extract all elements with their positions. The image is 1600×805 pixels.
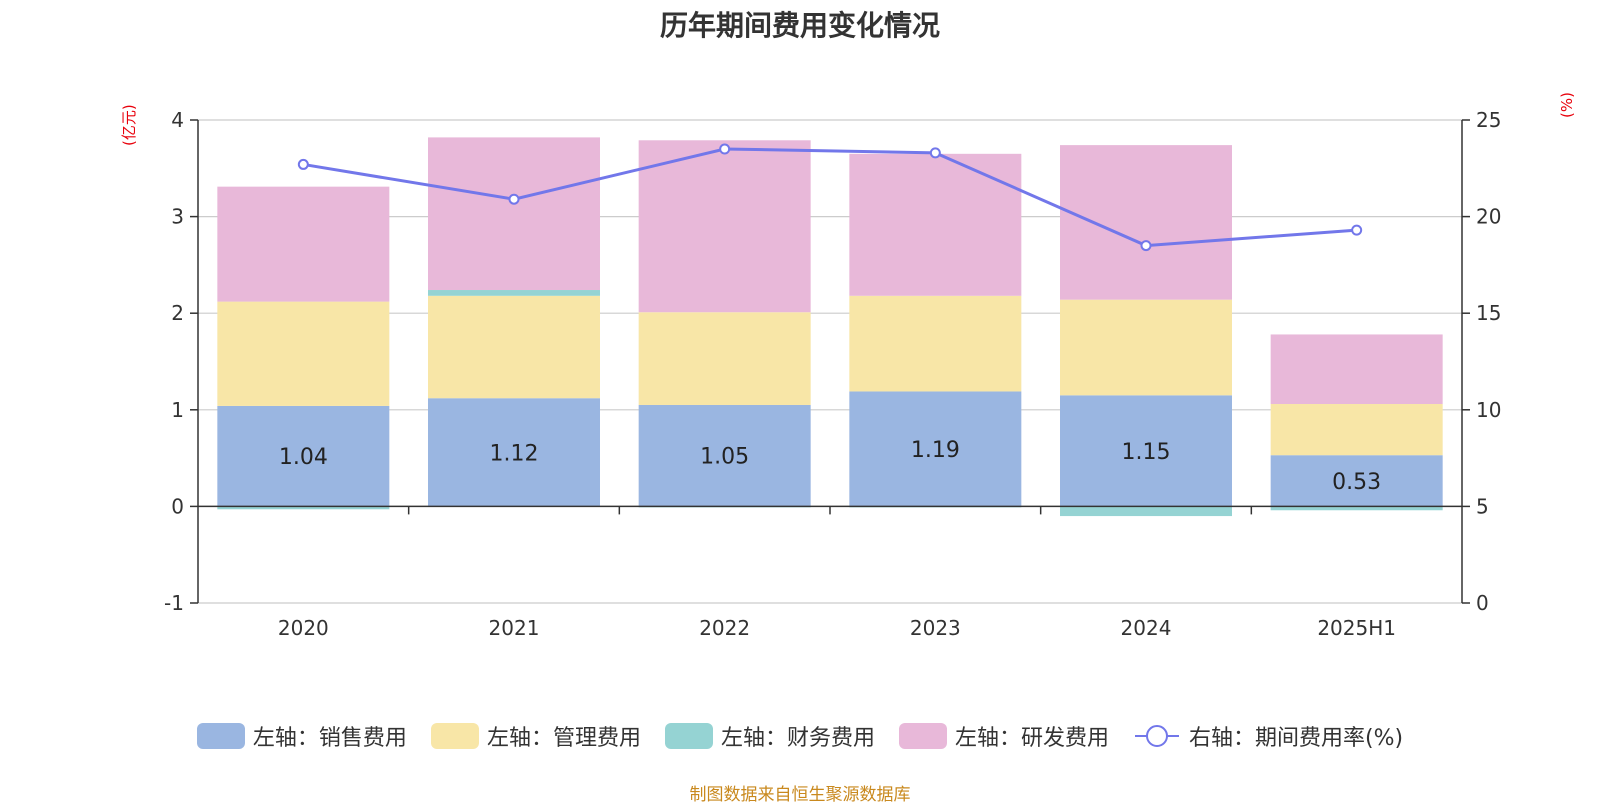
chart-title: 历年期间费用变化情况 [659,9,940,42]
legend: 左轴：销售费用 左轴：管理费用 左轴：财务费用 左轴：研发费用 右轴：期间费用率(%) [0,720,1600,752]
bar-segment [1270,404,1443,456]
legend-swatch [196,723,245,749]
legend-label: 左轴：研发费用 [954,726,1109,751]
bar-segment [849,391,1022,507]
bar-data-label: 1.12 [490,441,539,466]
bar-segment [1270,455,1443,507]
legend-label: 左轴：管理费用 [486,726,641,751]
bar-segment [1060,395,1232,507]
right-tick-label: 25 [1476,108,1501,132]
rate-point [719,143,731,155]
legend-line-marker [1134,725,1179,747]
legend-label: 右轴：期间费用率(%) [1188,726,1404,751]
left-tick-label: 4 [171,108,184,132]
bar-segment [428,295,600,399]
bar-data-label: 1.05 [700,445,749,470]
legend-item[interactable]: 左轴：管理费用 [430,720,641,752]
left-tick-label: 1 [171,398,184,422]
x-tick-label: 2020 [278,616,329,640]
legend-label: 左轴：财务费用 [720,726,875,751]
legend-item[interactable]: 左轴：销售费用 [196,720,407,752]
bar-segment [1270,506,1443,511]
left-tick-label: 2 [171,301,184,325]
bar-segment [217,301,390,406]
right-tick-label: 20 [1476,205,1501,229]
bar-segment [217,506,390,510]
bar-segment [428,290,600,296]
legend-item[interactable]: 左轴：财务费用 [664,720,875,752]
right-tick-label: 10 [1476,398,1501,422]
left-tick-label: -1 [164,591,184,615]
x-tick-label: 2022 [699,616,750,640]
rate-point [1140,240,1152,252]
bar-segment [849,153,1022,296]
x-tick-label: 2025H1 [1317,616,1396,640]
legend-item[interactable]: 左轴：研发费用 [898,720,1109,752]
bar-segment [1270,334,1443,405]
bar-segment [1060,145,1232,300]
bar-data-label: 0.53 [1332,470,1381,495]
right-tick-label: 5 [1476,494,1489,518]
left-tick-label: 0 [171,494,184,518]
bar-segment [428,137,600,291]
bar-segment [217,405,390,507]
legend-item[interactable]: 右轴：期间费用率(%) [1133,720,1403,752]
bar-data-label: 1.04 [279,445,328,470]
bar-segment [1060,299,1232,396]
bar-segment [638,404,811,507]
bar-segment [428,398,600,507]
left-tick-label: 3 [171,205,184,229]
x-tick-label: 2023 [910,616,961,640]
legend-label: 左轴：销售费用 [252,726,407,751]
bar-segment [638,140,811,313]
bar-segment [1060,506,1232,517]
legend-swatch [898,723,947,749]
x-tick-label: 2021 [489,616,540,640]
bar-data-label: 1.19 [911,438,960,463]
rate-line [303,147,1357,248]
bar-segment [849,295,1022,392]
rate-point [508,193,520,205]
rate-point [1351,224,1363,236]
bar-segment [217,186,390,302]
bar-segment [638,312,811,405]
bar-data-label: 1.15 [1122,440,1171,465]
legend-swatch [664,723,713,749]
legend-swatch [430,723,479,749]
rate-point [297,158,309,170]
right-tick-label: 15 [1476,301,1501,325]
source-note: 制图数据来自恒生聚源数据库 [689,785,911,805]
x-tick-label: 2024 [1121,616,1172,640]
rate-point [929,147,941,159]
right-tick-label: 0 [1476,591,1489,615]
